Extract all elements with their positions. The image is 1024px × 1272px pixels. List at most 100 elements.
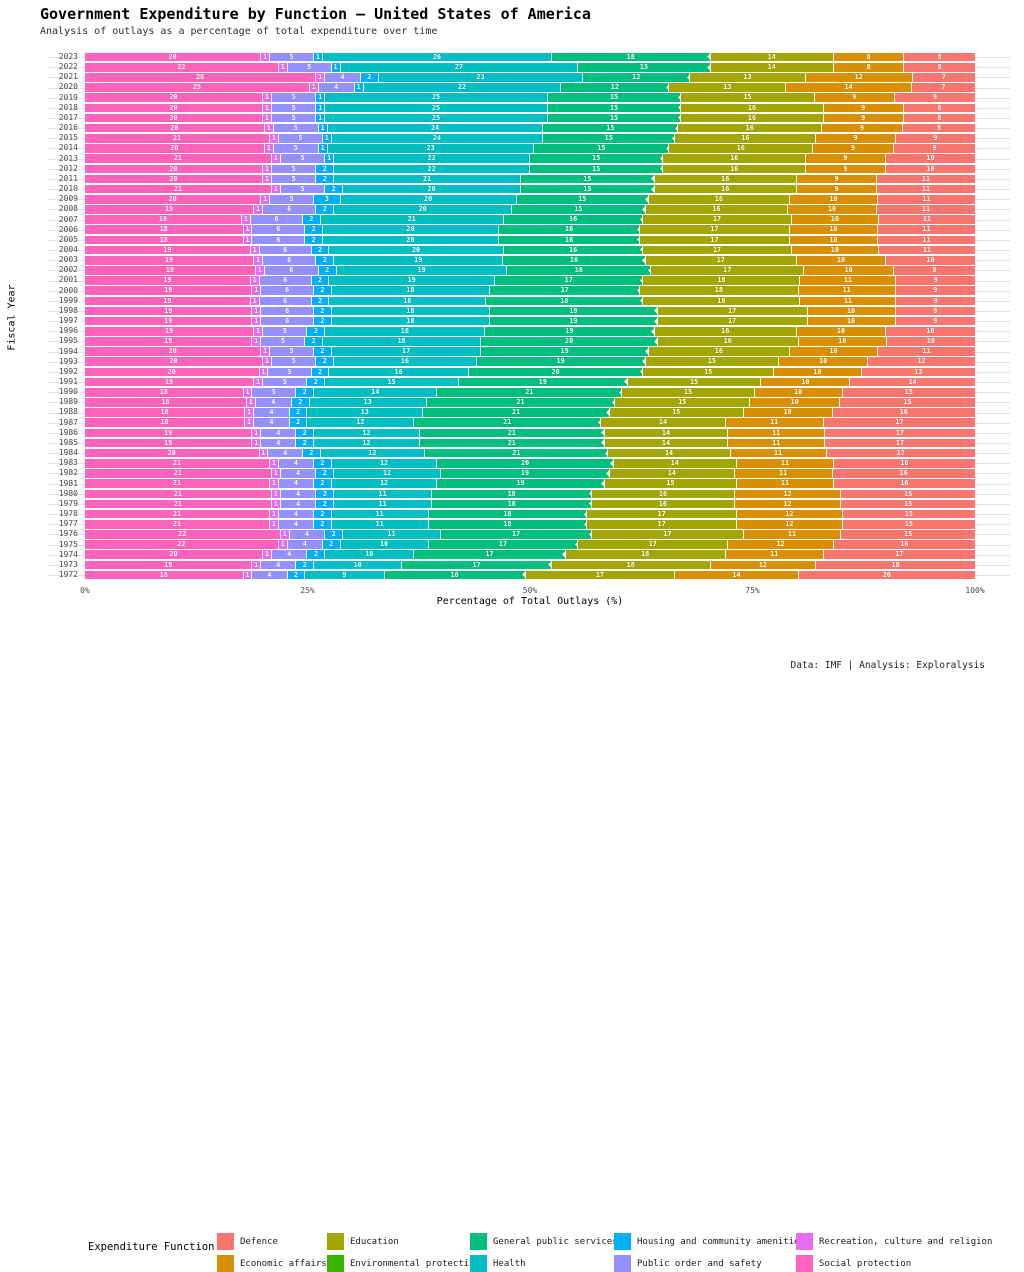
bar-segment-label: 12 <box>362 438 371 447</box>
bar-segment-label: 16 <box>900 540 909 549</box>
y-tick-label: 1999 <box>58 295 78 305</box>
bar-segment: 10 <box>789 235 878 245</box>
bar-segment: 10 <box>314 560 403 570</box>
bar-segment-label: 17 <box>710 225 719 234</box>
bar-segment-label: 1 <box>264 113 269 122</box>
bar-segment-label: 19 <box>164 306 173 315</box>
bar-segment: 10 <box>325 550 415 560</box>
bar-segment-label: 12 <box>758 560 768 569</box>
bar-segment-label: 1 <box>320 123 325 132</box>
bar-segment: 16 <box>592 489 735 499</box>
bar-segment-label: 14 <box>732 570 741 579</box>
y-tick-label: 1991 <box>58 377 78 386</box>
bar-segment: 4 <box>278 509 315 519</box>
bar-segment: 20 <box>329 245 504 255</box>
bar-segment-label: 20 <box>424 194 433 203</box>
bar-segment: 24 <box>327 123 544 133</box>
bar-segment: 9 <box>895 316 975 326</box>
bar-segment-label: 4 <box>293 519 298 528</box>
bar-segment: 1 <box>243 570 253 580</box>
bar-segment: 22 <box>85 62 279 72</box>
bar-segment-label: 5 <box>289 347 294 356</box>
bar-segment: 19 <box>440 469 611 478</box>
bar-segment-label: 21 <box>512 448 521 457</box>
bar-segment: 17 <box>643 245 792 255</box>
bar-segment: 9 <box>895 286 975 295</box>
bar-track: 19 1 4 2 12 21 14 11 17 <box>85 438 975 448</box>
bar-segment-label: 11 <box>770 550 779 559</box>
bar-segment-label: 19 <box>164 438 173 447</box>
bar-segment: 19 <box>437 479 605 488</box>
bar-segment: 12 <box>583 73 691 82</box>
bar-segment: 11 <box>878 225 975 235</box>
bar-segment: 12 <box>307 418 415 428</box>
bar-segment-label: 21 <box>172 519 182 528</box>
bar-segment-label: 22 <box>457 83 467 92</box>
bar-segment: 19 <box>85 245 251 255</box>
bar-segment: 17 <box>657 316 808 326</box>
bar-segment: 17 <box>657 306 808 316</box>
bar-segment-label: 9 <box>853 134 858 143</box>
bar-segment-label: 10 <box>844 266 853 275</box>
bar-segment: 6 <box>259 296 312 306</box>
bar-segment: 11 <box>877 205 975 214</box>
bar-segment-label: 2 <box>320 459 325 468</box>
bar-segment-label: 1 <box>282 530 287 539</box>
bar-segment-label: 18 <box>400 327 409 336</box>
bar-segment: 1 <box>259 367 269 377</box>
bar-segment: 23 <box>327 144 535 153</box>
bar-row: 2016 20 1 5 1 24 15 16 9 8 <box>0 123 1024 133</box>
bar-segment: 11 <box>734 469 833 478</box>
bar-segment: 1 <box>259 448 269 458</box>
bar-segment: 17 <box>823 418 975 428</box>
legend-item-label: Recreation, culture and religion <box>819 1237 993 1247</box>
bar-segment-label: 5 <box>291 113 296 122</box>
bar-segment: 12 <box>331 459 438 468</box>
bar-segment-label: 4 <box>287 550 292 559</box>
bar-segment-label: 4 <box>269 408 274 417</box>
bar-segment: 5 <box>261 337 306 346</box>
bar-segment: 16 <box>832 469 975 478</box>
bar-segment-label: 11 <box>922 235 931 244</box>
y-tick-label: 2006 <box>58 224 78 234</box>
bar-segment: 18 <box>331 306 491 316</box>
chart-subtitle: Analysis of outlays as a percentage of t… <box>40 26 438 37</box>
bar-segment-label: 4 <box>293 459 298 468</box>
bar-segment-label: 1 <box>254 428 259 437</box>
bar-segment: 2 <box>316 499 335 509</box>
bar-segment-label: 5 <box>282 377 287 386</box>
bar-track: 20 1 5 1 24 15 16 9 8 <box>85 123 975 133</box>
bar-segment: 11 <box>331 519 429 529</box>
bar-segment-label: 12 <box>785 519 794 528</box>
bar-segment: 2 <box>314 316 332 326</box>
bar-segment-label: 21 <box>172 509 182 518</box>
bar-segment-label: 1 <box>264 103 269 112</box>
bar-segment: 11 <box>737 479 834 488</box>
bar-segment-label: 2 <box>318 367 323 376</box>
bar-segment-label: 18 <box>626 560 635 569</box>
bar-segment: 2 <box>314 519 332 529</box>
bar-segment-label: 1 <box>273 184 278 193</box>
bar-segment: 20 <box>85 113 263 123</box>
bar-segment: 17 <box>826 448 975 458</box>
bar-segment-label: 20 <box>551 367 560 376</box>
bar-segment: 21 <box>320 215 504 224</box>
bar-segment: 10 <box>885 327 975 336</box>
bar-segment-label: 1 <box>273 469 278 478</box>
bar-segment: 2 <box>287 570 306 580</box>
bar-segment: 15 <box>841 489 975 499</box>
bar-segment: 20 <box>343 184 522 194</box>
bar-segment: 10 <box>796 255 886 265</box>
bar-segment-label: 16 <box>400 357 409 366</box>
bar-segment-label: 20 <box>169 164 178 173</box>
bar-track: 18 1 6 2 20 16 17 10 11 <box>85 225 975 235</box>
bar-segment: 19 <box>334 255 504 265</box>
bar-segment: 20 <box>85 144 265 153</box>
bar-segment: 11 <box>730 448 827 458</box>
bar-segment-label: 15 <box>609 103 619 112</box>
bar-segment-label: 1 <box>264 550 269 559</box>
bar-row: 2005 18 1 6 2 20 16 17 10 11 <box>0 235 1024 245</box>
bar-segment: 18 <box>816 560 975 570</box>
bar-segment-label: 5 <box>298 134 303 143</box>
bar-segment: 15 <box>681 93 815 103</box>
